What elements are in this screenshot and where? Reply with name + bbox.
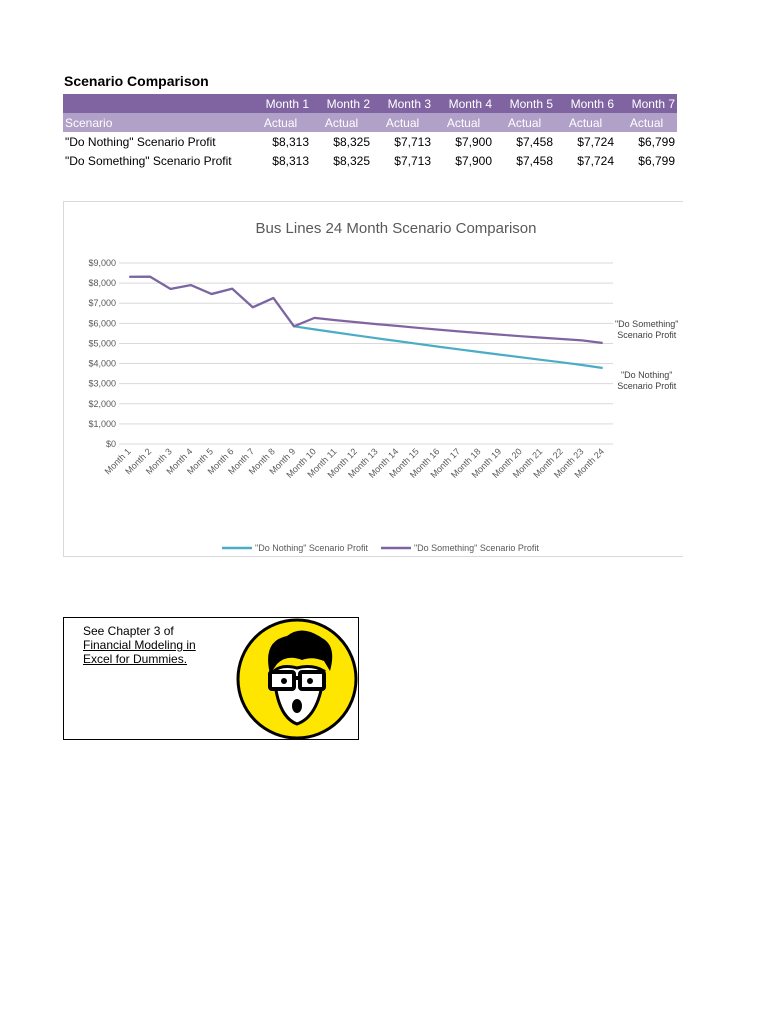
value-cell: $7,713	[394, 153, 431, 168]
series-line	[129, 275, 603, 345]
y-tick-label: $1,000	[88, 419, 116, 429]
subheader-cell: Actual	[250, 113, 311, 132]
value-cell: $6,799	[638, 134, 675, 149]
subheader-cell: Actual	[616, 113, 677, 132]
column-header: Month 6	[555, 94, 616, 113]
row-label: "Do Nothing" Scenario Profit	[65, 134, 216, 149]
row-label: "Do Something" Scenario Profit	[65, 153, 232, 168]
value-cell: $7,458	[516, 153, 553, 168]
series-end-label: "Do Nothing" Scenario Profit	[617, 369, 677, 391]
y-tick-label: $8,000	[88, 278, 116, 288]
value-cell: $8,313	[272, 153, 309, 168]
y-tick-label: $3,000	[88, 379, 116, 389]
document-title: Scenario Comparison	[64, 73, 209, 89]
value-cell: $6,799	[638, 153, 675, 168]
column-header: Month 1	[250, 94, 311, 113]
value-cell: $7,900	[455, 153, 492, 168]
legend: "Do Nothing" Scenario Profit "Do Somethin…	[222, 543, 539, 553]
y-tick-label: $5,000	[88, 338, 116, 348]
y-tick-label: $7,000	[88, 298, 116, 308]
table: Month 1 Month 2 Month 3 Month 4 Month 5 Month…	[63, 94, 683, 170]
note-box: See Chapter 3 of Financial Modeling in E…	[63, 617, 359, 740]
note-link[interactable]: Excel for Dummies.	[83, 652, 188, 666]
value-cell: $8,325	[333, 134, 370, 149]
subheader-row: Scenario Actual Actual Actual Actual Actual Ac…	[63, 113, 677, 132]
value-cell: $7,458	[516, 134, 553, 149]
column-header: Month 2	[311, 94, 372, 113]
subheader-cell: Scenario	[63, 113, 250, 132]
value-cell: $8,313	[272, 134, 309, 149]
series-end-label: "Do Something" Scenario Profit	[614, 319, 679, 341]
subheader-cell: Actual	[494, 113, 555, 132]
y-tick-label: $2,000	[88, 399, 116, 409]
header-cell	[63, 94, 250, 113]
column-header: Month 4	[433, 94, 494, 113]
chart: Bus Lines 24 Month Scenario Comparison $…	[88, 220, 613, 553]
header-row: Month 1 Month 2 Month 3 Month 4 Month 5 Month…	[63, 94, 677, 113]
note-link[interactable]: Financial Modeling in	[83, 638, 196, 652]
value-cell: $7,900	[455, 134, 492, 149]
subheader-cell: Actual	[555, 113, 616, 132]
y-tick-label: $0	[106, 439, 116, 449]
column-header: Month 3	[372, 94, 433, 113]
subheader-cell: Actual	[372, 113, 433, 132]
legend-label: "Do Something" Scenario Profit	[414, 543, 539, 553]
note-intro: See Chapter 3 of	[83, 624, 174, 638]
subheader-cell: Actual	[433, 113, 494, 132]
column-header: Month 5	[494, 94, 555, 113]
data-row: "Do Nothing" Scenario Profit $8,313 $8,325…	[63, 132, 677, 151]
value-cell: $7,724	[577, 153, 614, 168]
subheader-cell: Actual	[311, 113, 372, 132]
value-cell: $8,325	[333, 153, 370, 168]
value-cell: $7,724	[577, 134, 614, 149]
value-cell: $7,713	[394, 134, 431, 149]
legend-label: "Do Nothing" Scenario Profit	[255, 543, 368, 553]
dummies-icon	[236, 618, 358, 740]
data-row: "Do Something" Scenario Profit $8,313 $8,3…	[63, 151, 677, 170]
data-table: Month 1 Month 2 Month 3 Month 4 Month 5 Month…	[63, 94, 677, 170]
column-header: Month 7	[616, 94, 677, 113]
y-tick-label: $9,000	[88, 258, 116, 268]
chart-container: Bus Lines 24 Month Scenario Comparison $…	[63, 201, 683, 557]
note-text: See Chapter 3 of Financial Modeling in E…	[83, 624, 196, 666]
y-tick-label: $6,000	[88, 318, 116, 328]
chart-title: Bus Lines 24 Month Scenario Comparison	[256, 220, 537, 237]
y-tick-label: $4,000	[88, 359, 116, 369]
